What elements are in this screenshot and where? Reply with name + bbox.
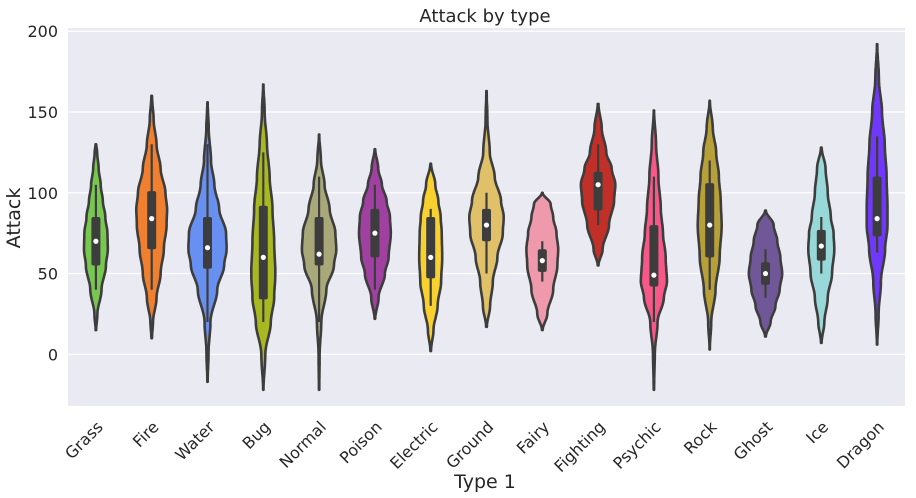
- violins: [82, 42, 889, 392]
- x-axis-label: Type 1: [453, 471, 516, 493]
- violin-iqr-box: [314, 217, 324, 266]
- violin-median-dot: [483, 222, 490, 228]
- y-tick-label: 0: [48, 345, 58, 364]
- y-tick-labels: 0 50 100 150 200: [27, 22, 58, 364]
- violin-median-dot: [93, 238, 99, 244]
- violin-median-dot: [651, 272, 657, 278]
- violin-median-dot: [372, 230, 378, 236]
- violin-median-dot: [818, 243, 824, 249]
- x-tick-label: Normal: [276, 417, 330, 471]
- violin-dragon: [865, 42, 889, 346]
- violin-iqr-box: [705, 183, 715, 258]
- violin-ground: [468, 89, 505, 329]
- violin-median-dot: [149, 216, 155, 222]
- x-tick-label: Poison: [336, 417, 386, 467]
- violin-grass: [82, 143, 110, 332]
- y-tick-label: 150: [27, 103, 58, 122]
- violin-median-dot: [204, 245, 211, 251]
- y-tick-label: 100: [27, 184, 58, 203]
- x-tick-label: Fairy: [513, 417, 553, 457]
- violin-median-dot: [260, 254, 266, 260]
- violin-fighting: [579, 102, 617, 267]
- violin-iqr-box: [203, 217, 212, 269]
- y-axis-label: Attack: [3, 188, 25, 249]
- violin-fire: [135, 94, 169, 340]
- violin-iqr-box: [872, 176, 882, 237]
- x-tick-label: Fighting: [550, 417, 609, 476]
- violin-median-dot: [428, 254, 434, 260]
- violin-median-dot: [707, 222, 713, 228]
- violin-iqr-box: [593, 171, 603, 211]
- chart-title: Attack by type: [419, 6, 550, 27]
- violin-electric: [417, 162, 444, 353]
- x-tick-labels: Grass Fire Water Bug Normal Poison Electric Gro…: [61, 417, 888, 476]
- x-tick-label: Water: [171, 417, 218, 464]
- violin-median-dot: [316, 251, 322, 257]
- violin-median-dot: [595, 182, 601, 188]
- violin-ghost: [747, 209, 784, 338]
- x-tick-label: Fire: [129, 417, 163, 451]
- violin-ice: [807, 146, 836, 345]
- violin-fairy: [525, 191, 560, 332]
- x-tick-label: Electric: [386, 417, 441, 472]
- violin-psychic: [639, 109, 669, 392]
- y-tick-label: 50: [38, 265, 58, 284]
- violin-normal: [300, 133, 338, 392]
- x-tick-label: Rock: [680, 417, 721, 458]
- violin-rock: [696, 99, 723, 351]
- violin-poison: [357, 147, 393, 321]
- violin-bug: [250, 83, 277, 392]
- x-tick-label: Ghost: [730, 417, 777, 464]
- violin-iqr-box: [426, 217, 436, 279]
- y-tick-label: 200: [27, 22, 58, 41]
- x-tick-label: Grass: [61, 417, 107, 463]
- violin-iqr-box: [258, 205, 268, 300]
- violin-iqr-box: [649, 225, 659, 287]
- x-tick-label: Ice: [802, 417, 832, 447]
- violin-median-dot: [539, 258, 545, 264]
- x-tick-label: Dragon: [833, 417, 888, 472]
- violin-water: [187, 101, 228, 384]
- violin-median-dot: [874, 216, 880, 222]
- x-tick-label: Bug: [239, 417, 275, 453]
- x-tick-label: Ground: [442, 417, 497, 472]
- x-tick-label: Psychic: [609, 417, 664, 472]
- violin-median-dot: [762, 270, 769, 277]
